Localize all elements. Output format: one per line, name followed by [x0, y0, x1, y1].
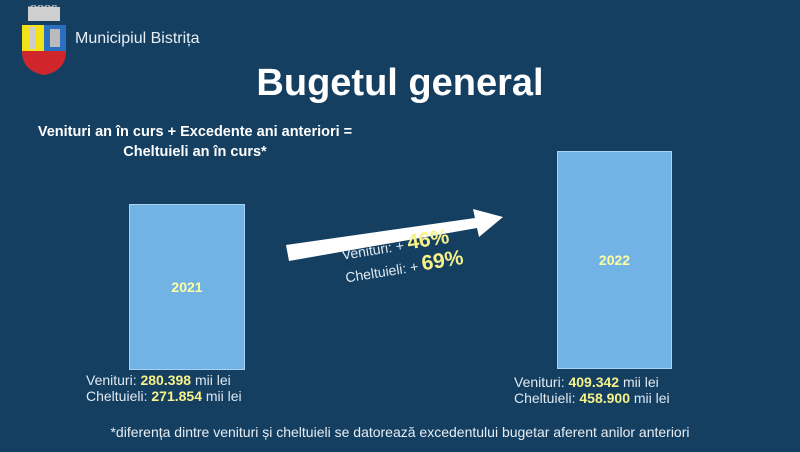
- stats-2021: Venituri: 280.398 mii lei Cheltuieli: 27…: [86, 372, 242, 404]
- label: Cheltuieli:: [514, 390, 580, 406]
- label: Venituri:: [86, 372, 141, 388]
- venituri-line: Venituri: 409.342 mii lei: [514, 374, 670, 390]
- unit: mii lei: [619, 374, 659, 390]
- growth-arrow-icon: [286, 209, 503, 261]
- bar-year-label: 2022: [598, 252, 631, 268]
- venituri-value: 280.398: [140, 372, 192, 388]
- label: Venituri:: [514, 374, 569, 390]
- municipality-name: Municipiul Bistrița: [75, 30, 200, 47]
- venituri-line: Venituri: 280.398 mii lei: [86, 372, 242, 388]
- cheltuieli-value: 458.900: [579, 390, 630, 406]
- unit: mii lei: [201, 388, 242, 404]
- cheltuieli-value: 271.854: [151, 388, 202, 404]
- cheltuieli-growth: 69%: [419, 246, 466, 276]
- footnote: *diferența dintre venituri și cheltuieli…: [110, 424, 690, 440]
- unit: mii lei: [191, 372, 231, 388]
- label: Cheltuieli:: [86, 388, 152, 404]
- coat-of-arms-logo: [22, 5, 66, 75]
- cheltuieli-line: Cheltuieli: 271.854 mii lei: [86, 388, 242, 404]
- unit: mii lei: [629, 390, 670, 406]
- bar-2021: 2021: [129, 204, 245, 370]
- cheltuieli-line: Cheltuieli: 458.900 mii lei: [514, 390, 670, 406]
- budget-formula: Venituri an în curs + Excedente ani ante…: [37, 124, 353, 160]
- page-title: Bugetul general: [256, 62, 544, 104]
- venituri-value: 409.342: [568, 374, 620, 390]
- stats-2022: Venituri: 409.342 mii lei Cheltuieli: 45…: [514, 374, 670, 406]
- bar-2022: 2022: [557, 151, 672, 369]
- bar-year-label: 2021: [171, 279, 203, 295]
